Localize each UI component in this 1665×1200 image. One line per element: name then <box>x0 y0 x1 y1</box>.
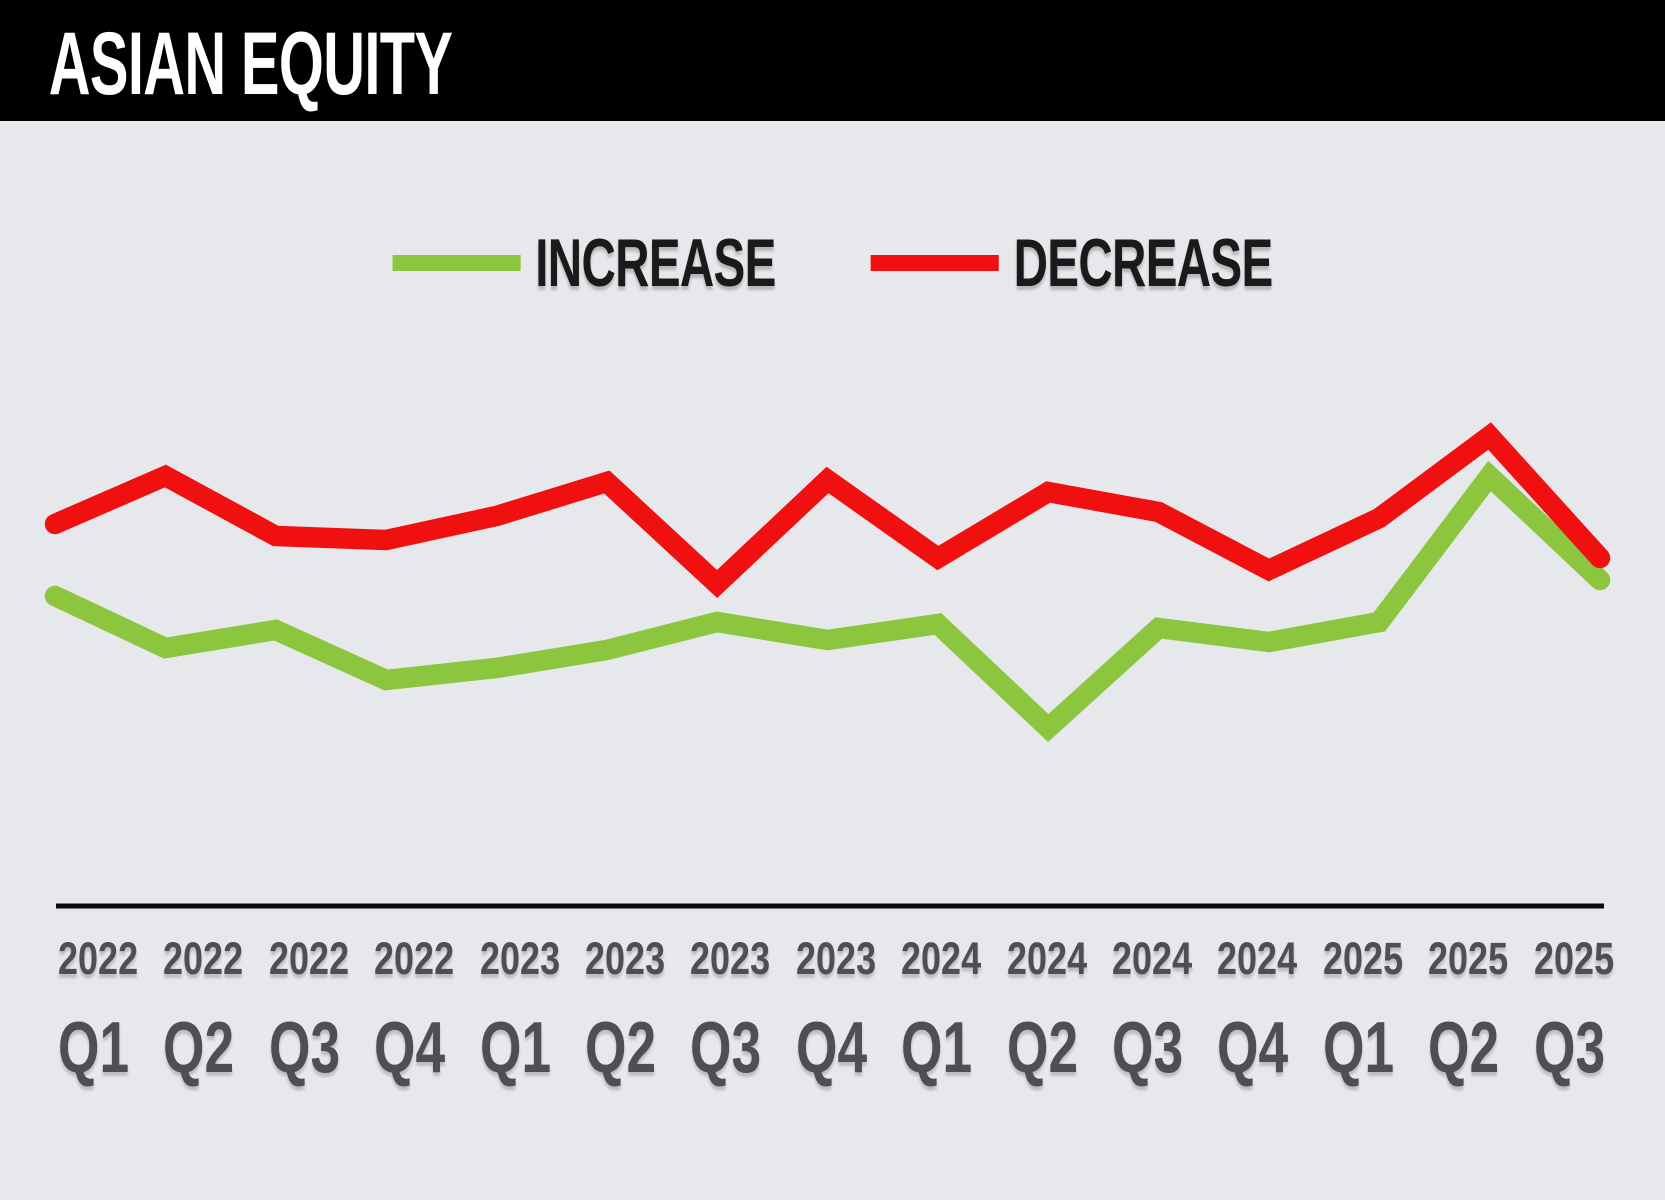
x-axis-year-label: 2022 <box>374 933 455 984</box>
x-axis-year-label: 2023 <box>585 933 666 984</box>
x-axis-quarter-label: Q4 <box>1217 1008 1289 1088</box>
x-axis-year-label: 2022 <box>268 933 349 984</box>
x-axis-year-label: 2024 <box>901 933 982 984</box>
x-axis-quarter-label: Q1 <box>479 1008 551 1088</box>
x-axis-quarter-label: Q2 <box>163 1008 235 1088</box>
x-axis-year-label: 2024 <box>1006 933 1087 984</box>
page-title: ASIAN EQUITY <box>48 13 453 113</box>
x-axis-year-label: 2025 <box>1428 933 1509 984</box>
x-axis-quarter-label: Q2 <box>1006 1008 1078 1088</box>
decrease-line <box>44 422 1611 599</box>
x-axis-year-label: 2023 <box>690 933 771 984</box>
header-bar: ASIAN EQUITY <box>0 0 1665 121</box>
legend-label-decrease: DECREASE <box>1013 225 1274 301</box>
x-axis-quarter-label: Q3 <box>690 1008 762 1088</box>
x-axis-quarter-label: Q3 <box>1112 1008 1184 1088</box>
increase-line-swatch <box>392 255 521 271</box>
x-axis-year-label: 2024 <box>1217 933 1298 984</box>
decrease-line-swatch <box>870 255 999 271</box>
x-axis-year-label: 2025 <box>1322 933 1403 984</box>
x-axis-year-label: 2022 <box>163 933 244 984</box>
x-axis-quarter-label: Q4 <box>795 1008 867 1088</box>
chart-series-group <box>44 422 1611 742</box>
x-axis-year-label: 2024 <box>1112 933 1193 984</box>
x-axis-year-label: 2023 <box>479 933 560 984</box>
legend-item-decrease: DECREASE <box>870 225 1274 301</box>
x-axis-quarter-label: Q4 <box>374 1008 446 1088</box>
x-axis-quarter-label: Q3 <box>268 1008 340 1088</box>
x-axis-year-label: 2023 <box>795 933 876 984</box>
x-axis-quarter-label: Q1 <box>901 1008 973 1088</box>
increase-line <box>44 460 1611 742</box>
x-axis-quarter-label: Q1 <box>58 1008 130 1088</box>
x-axis-year-label: 2022 <box>58 933 139 984</box>
x-axis-year-label: 2025 <box>1533 933 1614 984</box>
legend-label-increase: INCREASE <box>535 225 776 301</box>
chart-legend: INCREASE DECREASE <box>250 228 1416 298</box>
legend-item-increase: INCREASE <box>392 225 776 301</box>
x-axis-quarter-label: Q3 <box>1533 1008 1605 1088</box>
x-axis-quarter-label: Q2 <box>585 1008 657 1088</box>
x-axis-quarter-label: Q2 <box>1428 1008 1500 1088</box>
x-axis-quarter-label: Q1 <box>1322 1008 1394 1088</box>
